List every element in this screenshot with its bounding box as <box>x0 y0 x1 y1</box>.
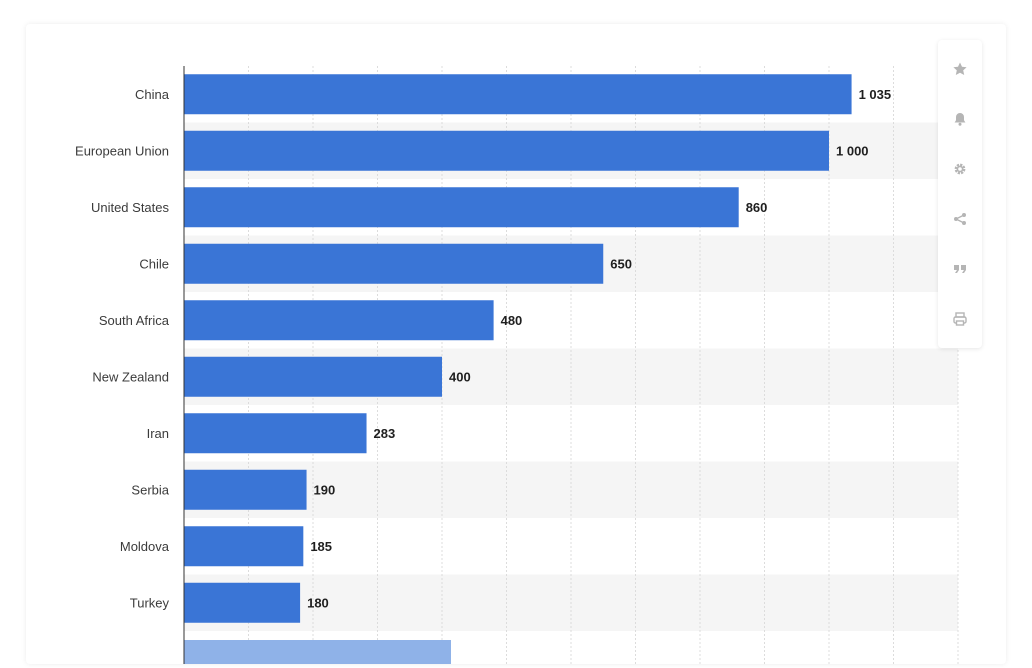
category-label: United States <box>91 200 170 215</box>
chart-toolbar <box>938 40 982 348</box>
data-label: 1 000 <box>836 143 869 158</box>
bar[interactable] <box>184 243 604 284</box>
chart-card: 1 035 China 1 000 European Union 860 United S… <box>26 24 1006 664</box>
bar[interactable] <box>184 130 829 171</box>
notification-button[interactable] <box>938 94 982 144</box>
bar[interactable] <box>184 413 367 454</box>
data-label: 283 <box>374 426 396 441</box>
data-label: 190 <box>314 482 336 497</box>
category-label: Turkey <box>130 595 170 610</box>
category-label: Serbia <box>131 482 169 497</box>
cite-button[interactable] <box>938 244 982 294</box>
gear-icon <box>954 163 966 175</box>
category-label: Chile <box>139 256 169 271</box>
data-label: 860 <box>746 200 768 215</box>
print-button[interactable] <box>938 294 982 344</box>
print-icon <box>953 312 967 326</box>
category-label: New Zealand <box>92 369 169 384</box>
bar[interactable] <box>184 582 301 623</box>
bar[interactable] <box>184 469 307 510</box>
settings-button[interactable] <box>938 144 982 194</box>
star-icon <box>953 62 967 75</box>
quote-icon <box>954 265 966 273</box>
data-label: 480 <box>501 313 523 328</box>
category-label: South Africa <box>99 313 170 328</box>
footer-caption <box>24 648 1014 668</box>
bar[interactable] <box>184 187 739 228</box>
favorite-button[interactable] <box>938 44 982 94</box>
data-label: 400 <box>449 369 471 384</box>
bell-icon <box>954 113 966 126</box>
category-label: Moldova <box>120 539 170 554</box>
data-label: 185 <box>310 539 332 554</box>
bar[interactable] <box>184 526 304 567</box>
data-label: 650 <box>610 256 632 271</box>
share-button[interactable] <box>938 194 982 244</box>
bar[interactable] <box>184 300 494 341</box>
bar[interactable] <box>184 356 442 397</box>
bar-partial <box>184 640 451 664</box>
category-label: China <box>135 87 170 102</box>
labels: 1 035 China 1 000 European Union 860 United S… <box>75 87 891 611</box>
category-label: European Union <box>75 143 169 158</box>
category-label: Iran <box>147 426 169 441</box>
share-icon <box>954 213 966 225</box>
bar[interactable] <box>184 74 852 115</box>
data-label: 180 <box>307 595 329 610</box>
data-label: 1 035 <box>859 87 892 102</box>
bars <box>184 74 852 664</box>
bar-chart: 1 035 China 1 000 European Union 860 United S… <box>75 66 959 664</box>
